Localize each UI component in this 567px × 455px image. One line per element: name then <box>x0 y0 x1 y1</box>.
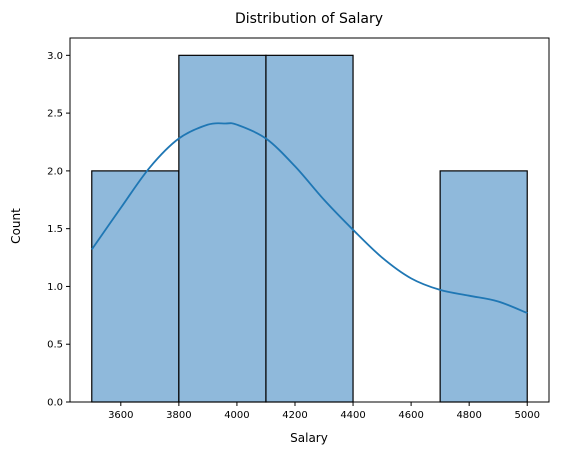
x-axis-label: Salary <box>290 431 328 445</box>
kde-curve-group <box>91 122 528 314</box>
x-tick-label: 4800 <box>456 410 481 421</box>
y-tick-label: 3.0 <box>47 51 63 62</box>
x-tick-label: 4000 <box>224 410 249 421</box>
y-tick-label: 1.0 <box>47 282 63 293</box>
histogram-bars <box>91 54 528 403</box>
x-tick-label: 4600 <box>398 410 423 421</box>
x-axis-ticks: 3600 3800 4000 4200 4400 4600 4800 5000 <box>108 402 540 421</box>
y-axis-ticks: 0.0 0.5 1.0 1.5 2.0 2.5 3.0 <box>47 51 70 409</box>
axes-frame <box>69 37 550 403</box>
histogram-bar-5 <box>439 170 528 403</box>
y-tick-label: 0.5 <box>47 340 63 351</box>
kde-line <box>91 122 528 314</box>
y-tick-label: 1.5 <box>47 224 63 235</box>
x-tick-label: 4400 <box>340 410 365 421</box>
y-tick-label: 0.0 <box>47 398 63 409</box>
plot-frame <box>69 37 550 403</box>
y-tick-label: 2.5 <box>47 109 63 120</box>
y-tick-label: 2.0 <box>47 166 63 177</box>
x-tick-label: 5000 <box>515 410 540 421</box>
x-tick-label: 4200 <box>282 410 307 421</box>
x-tick-label: 3600 <box>108 410 133 421</box>
x-tick-label: 3800 <box>166 410 191 421</box>
y-axis-label: Count <box>9 208 23 244</box>
histogram-bar-1 <box>91 170 180 403</box>
histogram-bar-2 <box>178 54 267 403</box>
chart-title: Distribution of Salary <box>235 11 383 27</box>
histogram-bar-3 <box>265 54 354 403</box>
